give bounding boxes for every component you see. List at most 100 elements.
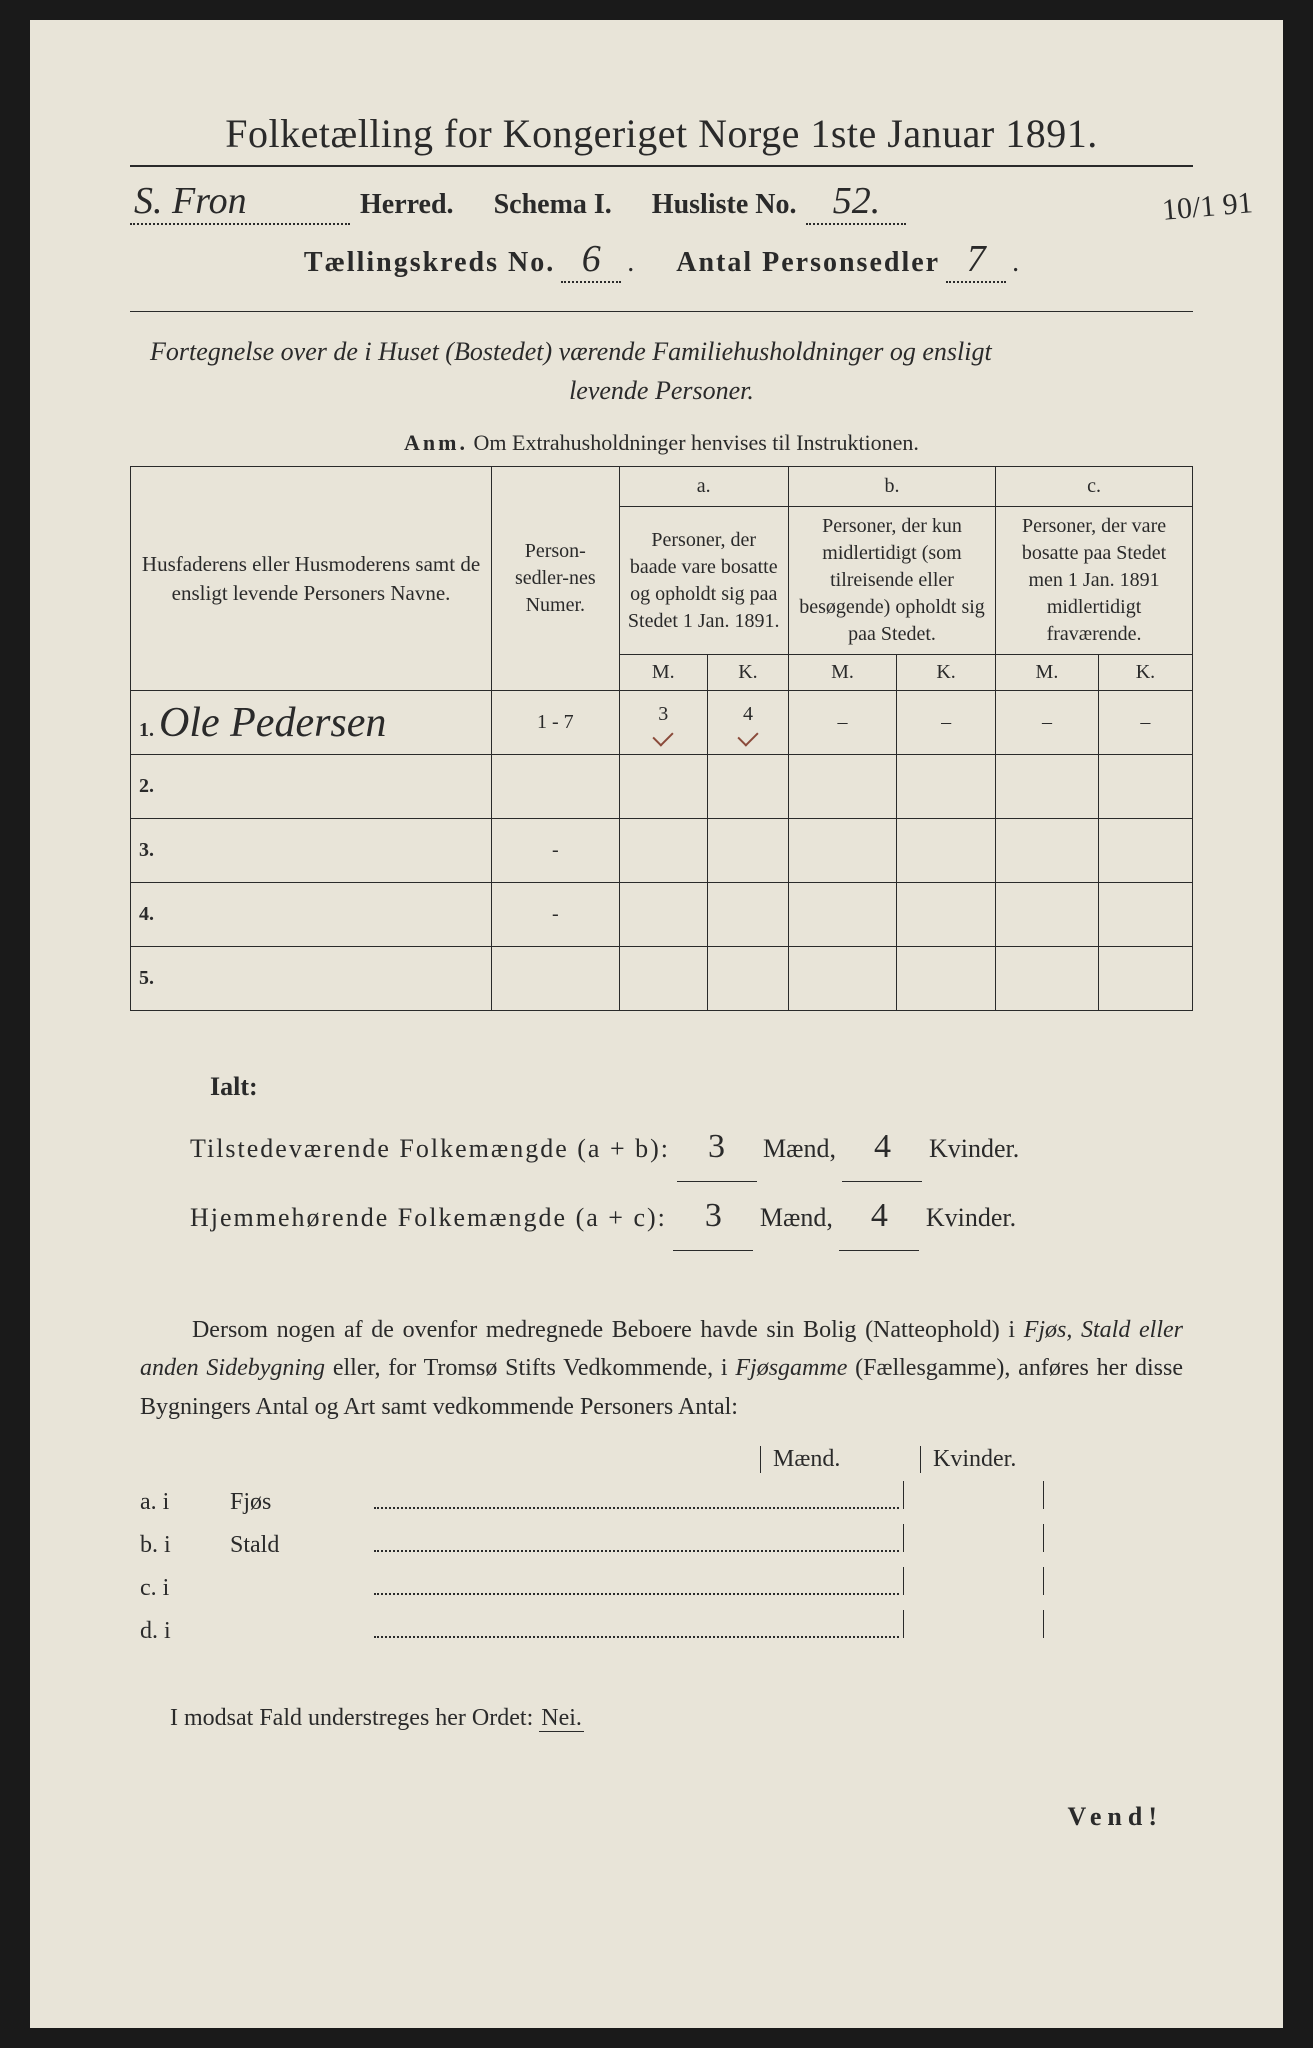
schema-label: Schema I. <box>494 189 612 221</box>
group-c-text: Personer, der vare bosatte paa Stedet me… <box>996 507 1193 655</box>
lower-kvinder-cell <box>1043 1481 1183 1509</box>
row-type-stald: Stald <box>230 1532 370 1559</box>
ac-label: Hjemmehørende Folkemængde (a + c): <box>190 1203 667 1232</box>
ab-maend-value: 3 <box>677 1113 757 1182</box>
dotted-line <box>374 1571 899 1595</box>
lower-maend-cell <box>903 1524 1043 1552</box>
group-a-label: a. <box>619 467 788 507</box>
table-row: 5. <box>131 947 1193 1011</box>
row-label-b: b. i <box>140 1532 230 1559</box>
modsat-line: I modsat Fald understreges her Ordet: Ne… <box>170 1705 1183 1732</box>
outbuilding-header: Mænd. Kvinder. <box>760 1446 1183 1473</box>
row-number: 3. <box>139 839 154 861</box>
check-mark-icon <box>716 730 780 742</box>
b-k-header: K. <box>897 655 996 691</box>
row-number: 5. <box>139 967 154 989</box>
a-m-value: 3 <box>619 691 707 755</box>
table-row: 1. Ole Pedersen 1 - 7 3 4 – – – – <box>131 691 1193 755</box>
outbuilding-table: Mænd. Kvinder. a. i Fjøs b. i Stald c. i… <box>140 1446 1183 1645</box>
vend-instruction: Vend! <box>130 1802 1163 1832</box>
nei-word: Nei. <box>539 1705 584 1732</box>
kvinder-label: Kvinder. <box>926 1203 1016 1232</box>
herred-label: Herred. <box>360 189 454 221</box>
kvinder-label: Kvinder. <box>929 1134 1019 1163</box>
row-number: 1. <box>139 719 154 741</box>
row-type-fjos: Fjøs <box>230 1489 370 1516</box>
group-b-text: Personer, der kun midlertidigt (som tilr… <box>788 507 995 655</box>
lower-maend-header: Mænd. <box>760 1446 900 1473</box>
household-name: Ole Pedersen <box>159 700 386 746</box>
outbuilding-row: a. i Fjøs <box>140 1481 1183 1516</box>
lower-maend-cell <box>903 1481 1043 1509</box>
title-rule <box>130 165 1193 167</box>
ab-label: Tilstedeværende Folkemængde (a + b): <box>190 1134 670 1163</box>
header-line-2: Tællingskreds No. 6 . Antal Personsedler… <box>130 237 1193 283</box>
c-k-value: – <box>1098 691 1192 755</box>
check-mark-icon <box>628 730 699 742</box>
table-row: 2. <box>131 755 1193 819</box>
group-b-label: b. <box>788 467 995 507</box>
ac-kvinder-value: 4 <box>839 1182 919 1251</box>
c-m-header: M. <box>996 655 1099 691</box>
header-line-1: S. Fron Herred. Schema I. Husliste No. 5… <box>130 179 1193 225</box>
totals-line-ac: Hjemmehørende Folkemængde (a + c): 3 Mæn… <box>190 1182 1193 1251</box>
herred-value: S. Fron <box>130 179 350 225</box>
b-m-header: M. <box>788 655 896 691</box>
maend-label: Mænd, <box>763 1134 836 1163</box>
kreds-value: 6 <box>561 237 621 283</box>
ac-maend-value: 3 <box>673 1182 753 1251</box>
ialt-label: Ialt: <box>210 1061 1193 1113</box>
modsat-text: I modsat Fald understreges her Ordet: <box>170 1705 533 1731</box>
a-k-value: 4 <box>707 691 788 755</box>
outbuilding-row: b. i Stald <box>140 1524 1183 1559</box>
outbuilding-row: d. i <box>140 1610 1183 1645</box>
a-m-header: M. <box>619 655 707 691</box>
person-numbers <box>492 755 619 819</box>
lower-maend-cell <box>903 1567 1043 1595</box>
group-a-text: Personer, der baade vare bosatte og opho… <box>619 507 788 655</box>
row-label-a: a. i <box>140 1489 230 1516</box>
outbuilding-row: c. i <box>140 1567 1183 1602</box>
husliste-label: Husliste No. <box>652 189 797 221</box>
col-name-header: Husfaderens eller Husmoderens samt de en… <box>131 467 492 691</box>
fortegnelse-line1: Fortegnelse over de i Huset (Bostedet) v… <box>150 332 1173 371</box>
col-num-header: Person-sedler-nes Numer. <box>492 467 619 691</box>
fortegnelse-line2: levende Personer. <box>150 371 1173 410</box>
row-label-c: c. i <box>140 1575 230 1602</box>
section-rule <box>130 311 1193 312</box>
kreds-label: Tællingskreds No. <box>304 247 555 279</box>
fortegnelse-heading: Fortegnelse over de i Huset (Bostedet) v… <box>130 332 1193 410</box>
dotted-line <box>374 1528 899 1552</box>
row-number: 2. <box>139 775 154 797</box>
a-k-header: K. <box>707 655 788 691</box>
person-numbers: 1 - 7 <box>492 691 619 755</box>
anm-text: Om Extrahusholdninger henvises til Instr… <box>474 430 919 455</box>
census-form-page: Folketælling for Kongeriget Norge 1ste J… <box>30 20 1283 2028</box>
page-title: Folketælling for Kongeriget Norge 1ste J… <box>130 110 1193 157</box>
group-c-label: c. <box>996 467 1193 507</box>
dotted-line <box>374 1485 899 1509</box>
lower-kvinder-cell <box>1043 1524 1183 1552</box>
margin-date-note: 10/1 91 <box>1161 186 1254 228</box>
lower-kvinder-cell <box>1043 1610 1183 1638</box>
antal-value: 7 <box>946 237 1006 283</box>
household-table: Husfaderens eller Husmoderens samt de en… <box>130 466 1193 1011</box>
lower-kvinder-cell <box>1043 1567 1183 1595</box>
ab-kvinder-value: 4 <box>842 1113 922 1182</box>
maend-label: Mænd, <box>760 1203 833 1232</box>
lower-maend-cell <box>903 1610 1043 1638</box>
table-row: 3. - <box>131 819 1193 883</box>
b-k-value: – <box>897 691 996 755</box>
dotted-line <box>374 1614 899 1638</box>
c-m-value: – <box>996 691 1099 755</box>
antal-label: Antal Personsedler <box>676 247 940 279</box>
table-body: 1. Ole Pedersen 1 - 7 3 4 – – – – 2. 3. … <box>131 691 1193 1011</box>
person-numbers <box>492 947 619 1011</box>
c-k-header: K. <box>1098 655 1192 691</box>
table-row: 4. - <box>131 883 1193 947</box>
row-label-d: d. i <box>140 1618 230 1645</box>
lower-kvinder-header: Kvinder. <box>920 1446 1060 1473</box>
row-number: 4. <box>139 903 154 925</box>
totals-block: Ialt: Tilstedeværende Folkemængde (a + b… <box>190 1061 1193 1251</box>
anm-note: Anm. Anm. Om Extrahusholdninger henvises… <box>130 430 1193 456</box>
